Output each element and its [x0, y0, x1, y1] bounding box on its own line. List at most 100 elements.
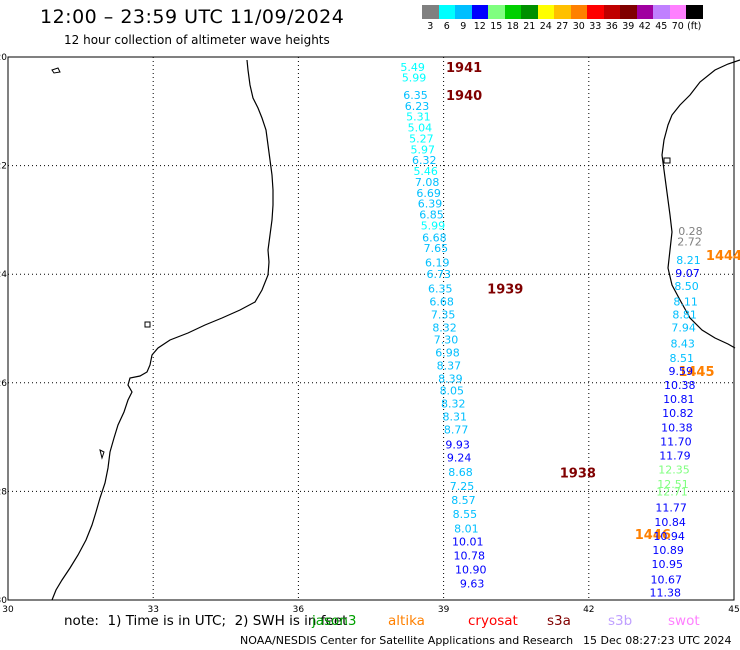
- satellite-legend-s3b: s3b: [608, 613, 633, 629]
- wave-height-value: 10.84: [654, 516, 686, 529]
- wave-height-value: 6.23: [405, 100, 430, 113]
- madagascar-coastline: [661, 59, 740, 349]
- wave-height-value: 8.51: [669, 352, 694, 365]
- wave-height-value: 6.32: [412, 154, 437, 167]
- x-tick-label: 30: [2, 605, 14, 615]
- footer-note: note: 1) Time is in UTC; 2) SWH is in fe…: [64, 613, 348, 629]
- colorbar-label: 15: [490, 21, 503, 32]
- colorbar-swatch: [653, 5, 670, 19]
- wave-height-value: 9.93: [445, 439, 470, 452]
- track-id-label: 1941: [446, 61, 482, 76]
- x-tick-label: 42: [583, 605, 594, 615]
- colorbar-label: 36: [605, 21, 618, 32]
- colorbar-swatch: [603, 5, 620, 19]
- colorbar-labels: 3 6 9 12 15 18 21 24 27 30 33 36 39 42 45 70 (ft): [422, 21, 703, 33]
- wave-height-value: 10.90: [455, 564, 487, 577]
- wave-height-value: 7.65: [424, 242, 449, 255]
- colorbar-swatch: [438, 5, 455, 19]
- track-id-label: 1445: [678, 365, 714, 380]
- wave-height-value: 6.68: [422, 231, 447, 244]
- wave-height-value: 8.05: [440, 384, 465, 397]
- wave-height-value: 11.77: [655, 502, 687, 515]
- wave-height-value: 6.69: [416, 187, 441, 200]
- colorbar-label: 70: [671, 21, 684, 32]
- wave-height-value: 8.57: [451, 494, 476, 507]
- wave-height-value: 6.73: [427, 268, 452, 281]
- colorbar-label: 45: [655, 21, 668, 32]
- island-islet: [51, 67, 61, 74]
- satellite-legend-swot: swot: [668, 613, 700, 629]
- wave-height-value: 12.71: [656, 485, 688, 498]
- wave-height-value: 8.37: [437, 359, 462, 372]
- wave-height-value: 11.79: [659, 450, 691, 463]
- track-id-label: 1939: [487, 282, 523, 297]
- wave-height-value: 11.38: [650, 586, 682, 599]
- wave-height-value: 10.82: [662, 407, 694, 420]
- wave-height-value: 0.28: [678, 225, 703, 238]
- wave-height-value: 8.01: [454, 522, 479, 535]
- colorbar-swatch: [587, 5, 604, 19]
- wave-height-value: 8.50: [674, 280, 699, 293]
- satellite-legend-jason3: jason3: [312, 613, 357, 629]
- credits: NOAA/NESDIS Center for Satellite Applica…: [240, 634, 574, 647]
- colorbar-label: 33: [589, 21, 602, 32]
- wave-height-value: 5.27: [409, 132, 434, 145]
- wave-height-value: 8.11: [673, 295, 698, 308]
- wave-height-value: 5.04: [408, 122, 433, 135]
- wave-height-value: 7.35: [431, 308, 456, 321]
- wave-height-value: 10.95: [651, 558, 683, 571]
- wave-height-value: 6.19: [425, 256, 450, 269]
- wave-height-value: 10.38: [661, 421, 693, 434]
- wave-height-value: 10.01: [452, 535, 484, 548]
- wave-height-value: 7.30: [434, 333, 459, 346]
- wave-height-value: 5.99: [421, 219, 446, 232]
- colorbar-label: 42: [638, 21, 651, 32]
- wave-height-value: 2.72: [677, 236, 702, 249]
- wave-height-value: 8.77: [444, 423, 469, 436]
- africa-coastline: [51, 59, 274, 601]
- colorbar-label: 21: [523, 21, 536, 32]
- map-grid: [7, 56, 735, 601]
- colorbar-label: 30: [572, 21, 585, 32]
- wave-height-value: 11.70: [660, 435, 692, 448]
- wave-height-value: 8.55: [453, 508, 478, 521]
- wave-height-value: 8.39: [438, 372, 463, 385]
- wave-height-value: 9.63: [460, 578, 485, 591]
- colorbar-label: 39: [622, 21, 635, 32]
- colorbar-swatch: [636, 5, 653, 19]
- wave-height-value: 10.81: [663, 393, 695, 406]
- colorbar-swatch: [669, 5, 686, 19]
- wave-height-value: 5.31: [406, 111, 431, 124]
- wave-height-value: 8.32: [441, 397, 466, 410]
- wave-height-value: 8.21: [676, 254, 701, 267]
- wave-height-value: 5.97: [411, 143, 436, 156]
- colorbar-swatch: [471, 5, 488, 19]
- wave-height-value: 8.32: [432, 321, 457, 334]
- colorbar-label: 24: [539, 21, 552, 32]
- colorbar-swatch: [620, 5, 637, 19]
- satellite-legend-altika: altika: [388, 613, 425, 629]
- island-islet: [99, 449, 105, 460]
- wave-height-value: 8.68: [448, 466, 473, 479]
- colorbar-swatch: [455, 5, 472, 19]
- track-id-label: 1446: [635, 528, 671, 543]
- wave-height-value: 7.25: [450, 480, 475, 493]
- wave-height-value: 5.99: [402, 72, 427, 85]
- y-tick-label: -24: [0, 270, 7, 280]
- wave-height-value: 8.43: [670, 338, 695, 351]
- colorbar-swatch: [570, 5, 587, 19]
- colorbar-label: 12: [473, 21, 486, 32]
- wave-height-value: 5.46: [413, 165, 438, 178]
- timestamp: 15 Dec 08:27:23 UTC 2024: [583, 634, 732, 647]
- colorbar-label: 9: [460, 21, 467, 32]
- colorbar-swatch: [504, 5, 521, 19]
- wave-height-value: 9.07: [675, 267, 700, 280]
- wave-height-value: 6.35: [428, 282, 453, 295]
- wave-height-value: 10.38: [664, 379, 696, 392]
- colorbar-label: 18: [506, 21, 519, 32]
- wave-height-value: 6.85: [419, 208, 444, 221]
- wave-height-value: 12.51: [657, 478, 689, 491]
- colorbar-swatch: [521, 5, 538, 19]
- wave-height-value: 6.98: [435, 346, 460, 359]
